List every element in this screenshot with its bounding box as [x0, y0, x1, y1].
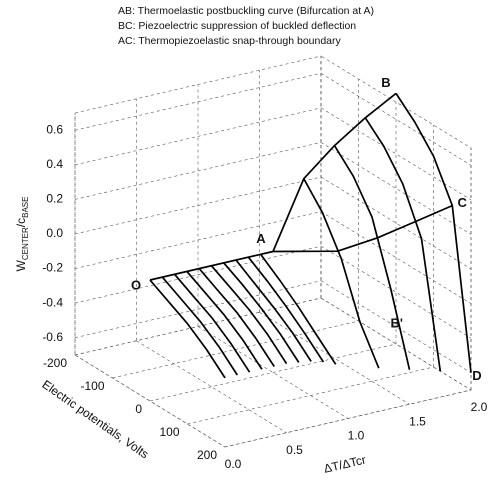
curve [223, 262, 300, 363]
grid-line [74, 107, 322, 166]
curve [173, 273, 251, 373]
point-label: B [381, 75, 390, 90]
y-tick-label: -100 [80, 379, 104, 393]
grid-line [320, 297, 472, 391]
ab-curve [272, 92, 397, 252]
curve [260, 253, 337, 365]
z-axis-title: WCENTER/cBASE [14, 197, 30, 272]
annotation: AC: Thermopiezoelastic snap-through boun… [118, 35, 342, 47]
y-tick-label: 200 [197, 448, 217, 462]
grid-line [320, 142, 472, 235]
z-axis-title-part: BASE [21, 197, 30, 218]
grid-line [187, 366, 434, 425]
x-tick-label: 0.0 [225, 457, 242, 471]
grid-line [320, 211, 472, 304]
point-label: B' [391, 316, 403, 331]
annotation: AB: Thermoelastic postbuckling curve (Bi… [118, 5, 374, 17]
grid-line [74, 354, 226, 448]
curve [235, 259, 312, 362]
grid-line [320, 73, 472, 166]
grid-line [320, 245, 472, 339]
grid-line [149, 343, 397, 402]
grid-line [74, 297, 322, 356]
point-label: A [256, 231, 266, 246]
curve [186, 270, 263, 370]
curve [333, 145, 411, 370]
z-tick-label: 0.4 [46, 157, 63, 171]
z-tick-label: 0.2 [46, 192, 63, 206]
curve [198, 268, 275, 367]
x-tick-label: 1.5 [409, 414, 426, 428]
z-axis-title-part: /c [14, 218, 28, 227]
z-axis-title-part: CENTER [21, 227, 30, 260]
y-tick-label: 100 [159, 425, 179, 439]
z-tick-label: 0.0 [46, 226, 63, 240]
grid-line [74, 245, 322, 304]
grid-line [320, 107, 472, 201]
curve [364, 117, 442, 372]
z-tick-label: -0.2 [42, 261, 63, 275]
x-tick-label: 0.5 [286, 443, 303, 457]
point-label: C [458, 195, 468, 210]
z-axis-title-part: W [14, 259, 28, 271]
z-tick-label: 0.6 [46, 122, 63, 136]
point-label: D [472, 368, 481, 383]
x-tick-label: 1.0 [348, 429, 365, 443]
curve [149, 279, 226, 379]
grid-line [320, 280, 472, 373]
grid-line [259, 311, 410, 405]
y-tick-label: -200 [43, 356, 67, 370]
curve [247, 256, 325, 363]
grid-line [74, 280, 322, 339]
grid-line [320, 176, 472, 270]
curve [303, 178, 380, 369]
curve [395, 92, 472, 373]
z-tick-label: -0.4 [42, 295, 63, 309]
ac-curve [272, 204, 453, 253]
grid-line [74, 142, 322, 200]
curve [210, 265, 288, 365]
z-tick-label: -0.6 [42, 330, 63, 344]
grid-line [224, 389, 472, 448]
x-tick-label: 2.0 [471, 400, 488, 414]
point-label: O [131, 277, 141, 292]
oa-line [149, 250, 274, 281]
y-tick-label: 0 [135, 402, 142, 416]
annotation: BC: Piezoelectric suppression of buckled… [118, 20, 356, 32]
grid-line [136, 340, 287, 434]
curve [161, 276, 239, 376]
x-axis-title: ΔT/ΔTcr [322, 453, 367, 476]
grid-line [197, 326, 349, 419]
